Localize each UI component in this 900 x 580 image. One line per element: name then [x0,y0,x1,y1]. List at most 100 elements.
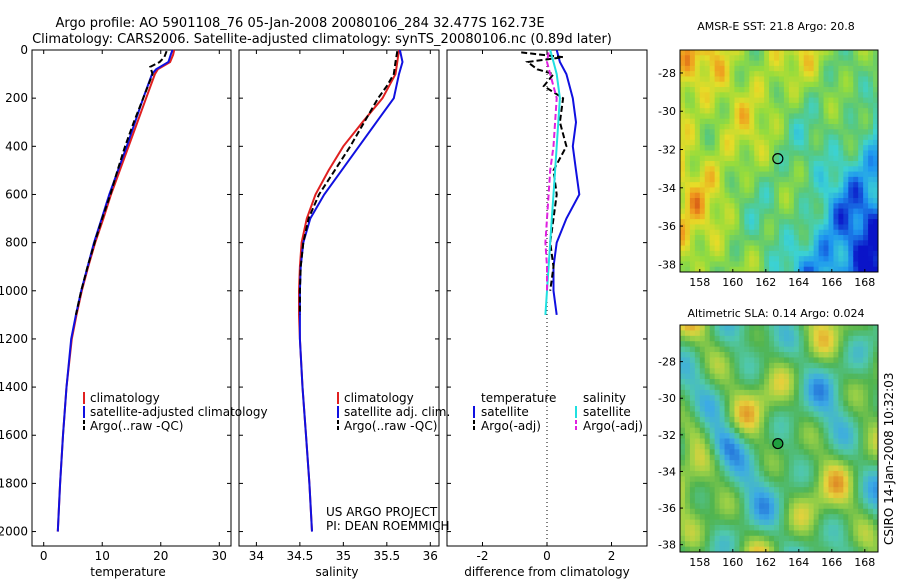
sstmap-cell [709,81,716,88]
slamap-cell [783,530,790,537]
sstmap-cell [684,155,691,162]
slamap-cell [699,416,706,423]
slamap-cell [803,416,810,423]
slamap-cell [689,438,696,445]
sstmap-cell [863,92,869,99]
slamap-cell [818,449,825,456]
slamap-cell [729,368,735,375]
slamap-cell [838,492,844,499]
sstmap-cell [724,224,730,231]
sstmap-cell [719,124,726,130]
sstmap-cell [694,50,701,56]
slamap-cell [749,416,755,423]
sstmap-cell [833,155,839,162]
slamap-cell [719,449,726,456]
sstmap-cell [823,245,829,252]
slamap-cell [739,487,745,494]
sstmap-cell [764,150,770,157]
slamap-cell [729,384,735,391]
salinity-xtick-label: 35.5 [373,549,400,563]
sstmap-cell [838,198,844,204]
slamap-cell [858,465,864,472]
slamap-cell [803,368,810,375]
sstmap-cell [719,108,726,114]
sstmap-cell [873,102,879,109]
sstmap-cell [749,266,755,273]
slamap-cell [694,487,701,494]
slamap-cell [729,406,735,412]
sstmap-cell [868,261,874,268]
sstmap-cell [680,213,686,220]
slamap-cell [813,465,820,472]
slamap-cell [873,530,879,537]
slamap-cell [793,487,800,494]
slamap-cell [719,384,726,391]
slamap-cell [853,460,859,467]
slamap-cell [774,530,780,537]
sstmap-cell [724,198,730,204]
sstmap-cell [868,161,874,167]
sstmap-cell [868,266,874,273]
sstmap-cell [843,60,849,67]
slamap-cell [744,389,750,396]
slamap-cell [793,389,800,396]
sstmap-cell [823,235,829,241]
sstmap-cell [833,203,839,210]
sstmap-cell [858,161,864,167]
slamap-cell [719,362,726,369]
slamap-cell [838,389,844,396]
slamap-cell [764,492,770,499]
sstmap-cell [774,245,780,252]
slamap-cell [754,346,760,353]
slamap-cell [769,433,775,439]
slamap-cell [754,438,760,445]
sstmap-cell [808,50,815,56]
slamap-cell [788,541,795,548]
sstmap-cell [724,50,730,56]
sstmap-cell [689,145,696,151]
sstmap-cell [853,261,859,268]
slamap-cell [798,476,805,483]
sstmap-cell [684,235,691,241]
sstmap-cell [744,76,750,83]
sstmap-cell [744,92,750,99]
slamap-cell [863,395,869,402]
slamap-cell [699,541,706,548]
sstmap-cell [873,235,879,241]
slamap-cell [684,476,691,483]
sstmap-cell [769,145,775,151]
slamap-cell [779,530,785,537]
sstmap-cell [803,171,810,178]
sstmap-cell [739,235,745,241]
sstmap-cell [779,235,785,241]
sstmap-cell [699,108,706,114]
slamap-cell [680,514,686,521]
sstmap-cell [724,182,730,188]
slamap-cell [828,497,834,504]
slamap-cell [699,379,706,385]
slamap-cell [779,449,785,456]
temperature-xtick-label: 0 [40,549,48,563]
slamap-cell [680,411,686,418]
slamap-cell [694,352,701,358]
slamap-cell [848,487,854,494]
slamap-cell [783,508,790,515]
slamap-cell [833,465,839,472]
slamap-cell [853,541,859,548]
slamap-cell [744,535,750,542]
slamap-cell [828,427,834,434]
sstmap-cell [714,97,721,104]
sstmap-cell [868,171,874,178]
sstmap-cell [808,150,815,157]
slamap-cell [813,481,820,488]
slamap-cell [848,416,854,423]
sstmap-cell [813,134,820,141]
sstmap-cell [749,50,755,56]
slamap-cell [838,546,844,553]
slamap-cell [749,541,755,548]
slamap-cell [873,411,879,418]
sstmap-cell [724,256,730,262]
sstmap-cell [838,240,844,247]
sstmap-cell [848,250,854,257]
sstmap-cell [818,92,825,99]
